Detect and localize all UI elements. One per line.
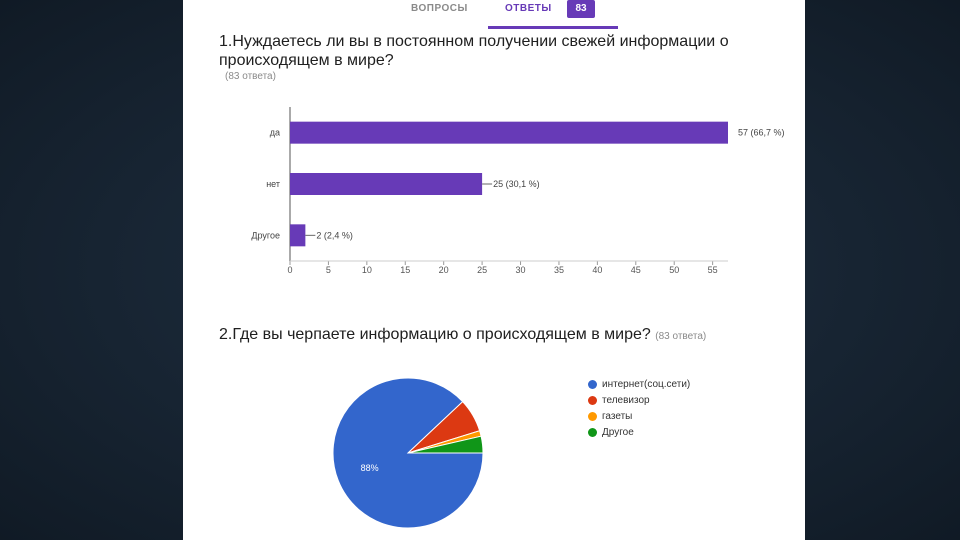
legend-swatch: [588, 411, 597, 421]
category-label: да: [270, 128, 280, 138]
x-tick-label: 45: [631, 265, 641, 275]
x-tick-label: 50: [669, 265, 679, 275]
x-tick-label: 25: [477, 265, 487, 275]
legend-label: интернет(соц.сети): [602, 378, 691, 390]
x-tick-label: 20: [439, 265, 449, 275]
legend-item: Другое: [588, 424, 690, 440]
x-tick-label: 55: [708, 265, 718, 275]
x-tick-label: 40: [592, 265, 602, 275]
legend-item: газеты: [588, 408, 690, 424]
legend-label: Другое: [602, 426, 634, 438]
legend-label: газеты: [602, 410, 633, 422]
question-1-response-count: (83 ответа): [225, 71, 276, 82]
x-tick-label: 10: [362, 265, 372, 275]
question-1-title-line1: 1.Нуждаетесь ли вы в постоянном получени…: [219, 33, 729, 50]
bar: [290, 121, 728, 144]
pie-chart: 88%: [332, 377, 484, 529]
bar: [290, 224, 306, 247]
data-label: 25 (30,1 %): [493, 179, 540, 189]
data-label: 57 (66,7 %): [738, 128, 785, 138]
legend-swatch: [588, 395, 597, 405]
x-tick-label: 5: [326, 265, 331, 275]
question-2-response-count: (83 ответа): [655, 331, 707, 342]
legend-swatch: [588, 379, 597, 389]
bar: [290, 173, 483, 195]
bar-chart: 0 5 10 15 20 25 30 35 40 45 50 55 да 57 (66,7 %) нет 25…: [251, 107, 785, 275]
category-label: Другое: [251, 230, 280, 240]
legend-swatch: [588, 427, 597, 437]
x-tick-label: 0: [287, 265, 292, 275]
legend-label: телевизор: [602, 394, 650, 406]
x-tick-label: 30: [516, 265, 526, 275]
category-label: нет: [266, 179, 280, 189]
tab-bar: ВОПРОСЫ ОТВЕТЫ 83: [183, 0, 805, 30]
question-1-title-line2: происходящем в мире?: [219, 52, 394, 69]
legend-item: телевизор: [588, 392, 690, 408]
pie-slice: [407, 435, 484, 454]
question-2-title-text: 2.Где вы черпаете информацию о происходя…: [219, 326, 651, 343]
x-tick-label: 35: [554, 265, 564, 275]
forms-responses-panel: ВОПРОСЫ ОТВЕТЫ 83 1.Нуждаетесь ли вы в п…: [183, 0, 805, 540]
x-tick-label: 15: [400, 265, 410, 275]
pie-slice-label: 88%: [361, 463, 379, 473]
question-1-title: 1.Нуждаетесь ли вы в постоянном получени…: [219, 32, 729, 70]
responses-count-badge: 83: [567, 0, 595, 18]
data-label: 2 (2,4 %): [316, 230, 353, 240]
question-2-title: 2.Где вы черпаете информацию о происходя…: [219, 325, 706, 346]
active-tab-indicator: [488, 26, 618, 29]
tab-answers[interactable]: ОТВЕТЫ: [505, 3, 552, 14]
tab-questions[interactable]: ВОПРОСЫ: [411, 3, 468, 14]
legend-item: интернет(соц.сети): [588, 376, 690, 392]
pie-legend: интернет(соц.сети) телевизор газеты Другое: [588, 376, 690, 440]
